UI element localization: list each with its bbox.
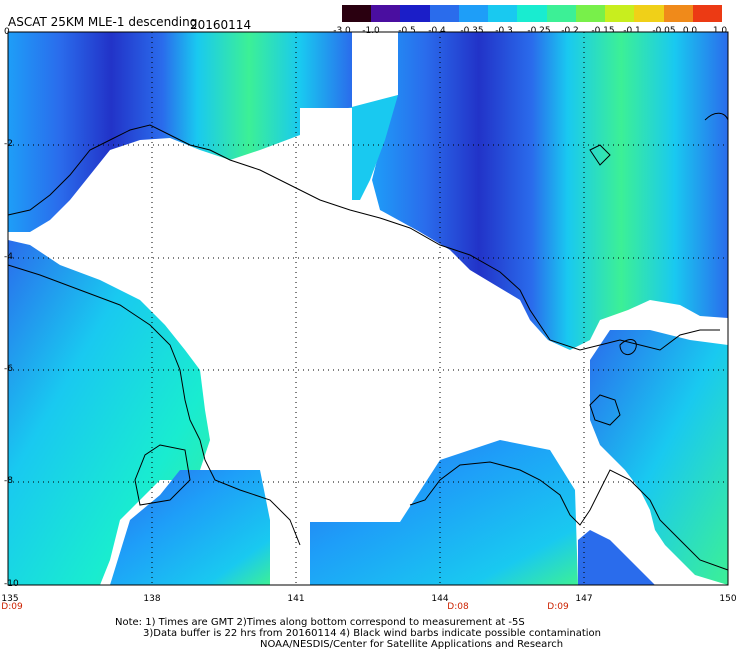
time-label: D:08	[447, 602, 469, 612]
colorbar-label: 0.0	[682, 26, 698, 36]
coastlines	[7, 112, 729, 571]
data-region-west	[8, 240, 210, 585]
data-region-south-east	[578, 530, 655, 585]
longitude-label: 141	[287, 594, 305, 604]
data-region-north-strip	[348, 95, 398, 200]
colorbar-swatch-10	[605, 5, 635, 22]
longitude-label: 135	[1, 594, 19, 604]
time-label: D:09	[1, 602, 23, 612]
grid-lines	[8, 32, 728, 585]
colorbar-label: -1.0	[362, 26, 380, 36]
longitude-label: 150	[719, 594, 737, 604]
notes: Note: 1) Times are GMT 2)Times along bot…	[115, 617, 601, 650]
data-region-south-west	[110, 470, 270, 585]
data-region-north-east	[372, 32, 728, 350]
colorbar-label: -0.3	[495, 26, 513, 36]
colorbar-label: -0.15	[591, 26, 615, 36]
colorbar-swatch-13	[692, 5, 723, 22]
note-line-1: Note: 1) Times are GMT 2)Times along bot…	[115, 617, 525, 628]
latitude-label: -10	[4, 579, 19, 589]
colorbar-label: -0.1	[623, 26, 641, 36]
colorbar-swatch-7	[517, 5, 547, 22]
colorbar-swatch-9	[575, 5, 606, 22]
colorbar-label: 1.0	[712, 26, 728, 36]
latitude-label: -6	[4, 364, 13, 374]
time-label: D:09	[547, 602, 569, 612]
map-title: ASCAT 25KM MLE-1 descending	[8, 15, 198, 29]
colorbar-label: -3.0	[333, 26, 351, 36]
longitude-label: 138	[143, 594, 161, 604]
ocean-data-layer	[8, 32, 728, 585]
colorbar-label: -0.05	[652, 26, 676, 36]
colorbar-swatch-11	[634, 5, 664, 22]
note-line-2: 3)Data buffer is 22 hrs from 20160114 4)…	[143, 628, 601, 639]
colorbar-label: -0.4	[428, 26, 446, 36]
colorbar-swatch-3	[400, 5, 430, 22]
longitude-label: 144	[431, 594, 449, 604]
data-region-north-west	[8, 32, 352, 232]
data-region-east	[590, 330, 728, 585]
latitude-label: -4	[4, 252, 13, 262]
colorbar-swatch-8	[546, 5, 576, 22]
colorbar-label: -0.25	[527, 26, 551, 36]
colorbar-label: -0.35	[460, 26, 484, 36]
colorbar	[342, 5, 723, 22]
colorbar-swatch-2	[371, 5, 401, 22]
colorbar-swatch-4	[429, 5, 459, 22]
colorbar-swatch-12	[663, 5, 693, 22]
colorbar-swatch-5	[458, 5, 489, 22]
map-frame	[7, 31, 729, 586]
colorbar-swatch-1	[342, 5, 372, 22]
latitude-label: -8	[4, 476, 13, 486]
colorbar-swatch-6	[488, 5, 518, 22]
longitude-label: 147	[575, 594, 593, 604]
latitude-label: -2	[4, 139, 13, 149]
note-line-3: NOAA/NESDIS/Center for Satellite Applica…	[260, 639, 564, 650]
colorbar-label: -0.2	[561, 26, 579, 36]
data-region-south-central	[310, 440, 578, 585]
map-date: 20160114	[190, 18, 252, 32]
colorbar-label: -0.5	[398, 26, 416, 36]
latitude-label: 0	[4, 27, 10, 37]
